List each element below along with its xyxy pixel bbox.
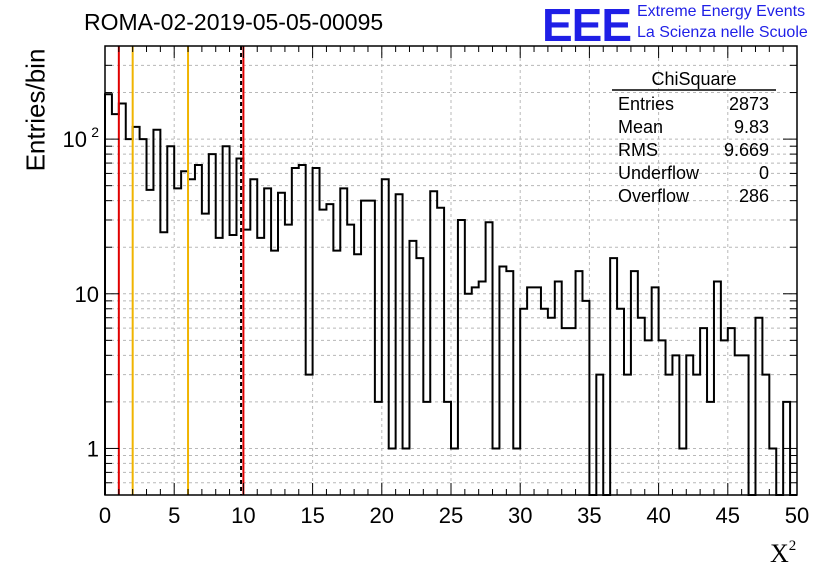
x-tick-label: 10 <box>231 503 255 528</box>
x-tick-label: 0 <box>99 503 111 528</box>
stats-row-value: 0 <box>759 163 769 183</box>
x-tick-label: 40 <box>646 503 670 528</box>
x-tick-label: 50 <box>785 503 809 528</box>
stats-row-value: 9.669 <box>724 140 769 160</box>
stats-row-value: 286 <box>739 186 769 206</box>
histogram-outline <box>104 93 797 496</box>
x-axis-label-sup: 2 <box>788 538 797 554</box>
x-tick-label: 25 <box>439 503 463 528</box>
logo-line-1: Extreme Energy Events <box>637 3 806 20</box>
x-tick-label: 20 <box>370 503 394 528</box>
stats-row-label: Entries <box>618 94 674 114</box>
stats-row-label: RMS <box>618 140 658 160</box>
stats-name: ChiSquare <box>651 69 736 89</box>
x-tick-label: 45 <box>716 503 740 528</box>
stats-row-value: 9.83 <box>734 117 769 137</box>
x-axis-label: X2 <box>770 538 796 569</box>
x-axis-label-base: X <box>770 539 789 568</box>
stats-row-label: Overflow <box>618 186 690 206</box>
eee-logo: EEE <box>542 0 632 51</box>
logo-line-2: La Scienza nelle Scuole <box>637 24 808 41</box>
x-tick-label: 5 <box>168 503 180 528</box>
y-tick-label: 10 <box>75 282 99 307</box>
x-tick-label: 15 <box>300 503 324 528</box>
y-tick-label-exponent: 2 <box>91 124 99 140</box>
stats-row-label: Underflow <box>618 163 700 183</box>
x-tick-label: 30 <box>508 503 532 528</box>
x-tick-label: 35 <box>577 503 601 528</box>
stats-row-value: 2873 <box>729 94 769 114</box>
y-tick-label: 1 <box>87 436 99 461</box>
stats-row-label: Mean <box>618 117 663 137</box>
y-tick-label: 10 <box>63 127 87 152</box>
chart-title: ROMA-02-2019-05-05-00095 <box>84 9 384 35</box>
